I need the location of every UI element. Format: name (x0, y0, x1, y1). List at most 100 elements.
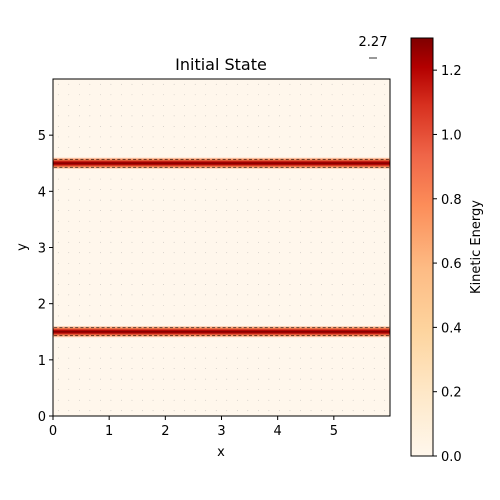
quiver-dot (132, 305, 133, 306)
quiver-dot (374, 179, 375, 180)
quiver-dot (279, 316, 280, 317)
quiver-dot (353, 400, 354, 401)
quiver-dot (226, 284, 227, 285)
quiver-dot (216, 116, 217, 117)
quiver-dot (332, 368, 333, 369)
quiver-dot (384, 179, 385, 180)
quiver-dot (100, 221, 101, 222)
quiver-dot (269, 316, 270, 317)
quiver-dot (142, 137, 143, 138)
quiver-dot (79, 305, 80, 306)
quiver-dot (163, 147, 164, 148)
quiver-dot (269, 84, 270, 85)
quiver-dot (269, 368, 270, 369)
quiver-dot (321, 379, 322, 380)
quiver-dot (153, 84, 154, 85)
quiver-dot (363, 347, 364, 348)
quiver-dot (342, 400, 343, 401)
quiver-dot (237, 147, 238, 148)
quiver-dot (363, 410, 364, 411)
quiver-dot (174, 137, 175, 138)
quiver-dot (153, 347, 154, 348)
quiver-dot (121, 126, 122, 127)
quiver-dot (374, 221, 375, 222)
quiver-dot (300, 347, 301, 348)
quiver-dot (216, 200, 217, 201)
quiver-dot (100, 105, 101, 106)
quiver-dot (363, 231, 364, 232)
quiver-dot (300, 400, 301, 401)
quiver-dot (163, 210, 164, 211)
quiver-dot (121, 389, 122, 390)
quiver-dot (68, 116, 69, 117)
quiver-dot (353, 316, 354, 317)
quiver-dot (121, 316, 122, 317)
quiver-dot (300, 295, 301, 296)
quiver-dot (237, 368, 238, 369)
quiver-dot (111, 147, 112, 148)
colorbar-tick-label: 1.0 (441, 128, 462, 143)
quiver-dot (111, 263, 112, 264)
quiver-dot (290, 273, 291, 274)
quiver-dot (100, 273, 101, 274)
quiver-dot (363, 263, 364, 264)
quiver-dot (79, 389, 80, 390)
quiver-dot (132, 400, 133, 401)
quiver-dot (258, 368, 259, 369)
quiver-dot (353, 368, 354, 369)
quiver-dot (195, 295, 196, 296)
quiver-dot (216, 410, 217, 411)
quiver-dot (300, 273, 301, 274)
quiver-dot (363, 137, 364, 138)
quiver-dot (258, 189, 259, 190)
quiver-dot (279, 358, 280, 359)
quiver-dot (205, 200, 206, 201)
quiver-dot (132, 368, 133, 369)
quiver-dot (132, 410, 133, 411)
quiver-dot (374, 189, 375, 190)
quiver-dot (195, 368, 196, 369)
quiver-dot (79, 263, 80, 264)
quiver-dot (100, 263, 101, 264)
quiver-dot (142, 189, 143, 190)
quiver-dot (300, 263, 301, 264)
quiver-dot (205, 379, 206, 380)
quiver-dot (100, 295, 101, 296)
quiver-dot (258, 358, 259, 359)
quiver-dot (290, 347, 291, 348)
quiver-dot (163, 126, 164, 127)
quiver-dot (311, 221, 312, 222)
quiver-dot (174, 347, 175, 348)
quiver-dot (247, 179, 248, 180)
quiver-dot (290, 295, 291, 296)
quiver-dot (321, 105, 322, 106)
quiver-dot (216, 295, 217, 296)
x-tick-label: 2 (161, 424, 169, 439)
quiver-dot (384, 84, 385, 85)
quiver-dot (111, 200, 112, 201)
quiver-dot (332, 263, 333, 264)
quiver-dot (132, 116, 133, 117)
quiver-dot (153, 116, 154, 117)
quiver-dot (90, 410, 91, 411)
quiver-dot (300, 284, 301, 285)
quiver-dot (153, 179, 154, 180)
quiver-dot (300, 210, 301, 211)
quiver-dot (247, 358, 248, 359)
quiver-dot (300, 358, 301, 359)
quiver-dot (321, 179, 322, 180)
quiver-dot (216, 358, 217, 359)
quiver-dot (205, 179, 206, 180)
quiver-dot (363, 94, 364, 95)
quiver-dot (111, 273, 112, 274)
quiver-dot (279, 368, 280, 369)
quiver-dot (79, 84, 80, 85)
quiver-dot (90, 126, 91, 127)
quiver-dot (163, 284, 164, 285)
y-axis-ticks: 012345 (38, 129, 53, 425)
quiver-dot (142, 263, 143, 264)
quiver-dot (163, 305, 164, 306)
quiver-dot (163, 105, 164, 106)
quiver-dot (184, 358, 185, 359)
quiver-dot (174, 295, 175, 296)
